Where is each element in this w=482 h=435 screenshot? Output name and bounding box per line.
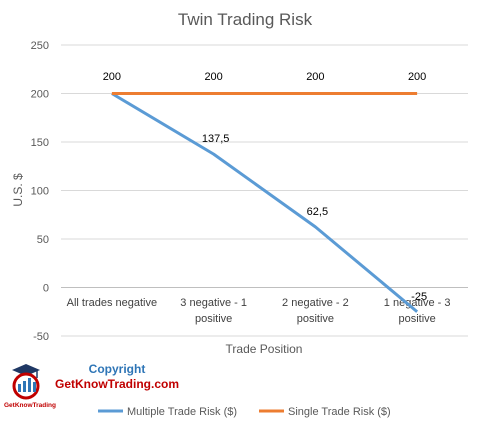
watermark-copyright: Copyright (89, 362, 146, 376)
x-tick-label-line: 2 negative - 2 (282, 297, 349, 309)
y-tick-label: 200 (31, 89, 49, 101)
data-label: 62,5 (307, 206, 328, 218)
x-tick-label: 1 negative - 3 positive (384, 297, 451, 325)
watermark-site: GetKnowTrading.com (55, 377, 179, 391)
series-line (111, 92, 419, 313)
x-tick-label: 2 negative - 2 positive (282, 297, 349, 325)
data-label: 200 (408, 71, 426, 83)
x-tick-label-line: positive (398, 313, 435, 325)
x-tick-label: 3 negative - 1 positive (180, 297, 247, 325)
y-tick-label: 250 (31, 40, 49, 52)
chart-title: Twin Trading Risk (178, 10, 313, 29)
data-label: 200 (103, 71, 121, 83)
data-label: -25 (411, 291, 427, 303)
x-tick-label-line: positive (297, 313, 334, 325)
x-tick-label: All trades negative (67, 297, 158, 309)
x-axis-label: Trade Position (226, 342, 303, 356)
y-tick-label: -50 (33, 331, 49, 343)
data-label: 200 (306, 71, 324, 83)
y-tick-label: 50 (37, 234, 49, 246)
y-axis-ticks: 250 200 150 100 50 0 -50 (31, 40, 49, 343)
x-tick-label-line: positive (195, 313, 232, 325)
x-tick-label-line: 1 negative - 3 (384, 297, 451, 309)
data-labels: 200 200 200 200 137,5 62,5 -25 (103, 71, 427, 303)
data-label: 200 (204, 71, 222, 83)
y-tick-label: 100 (31, 186, 49, 198)
getknowtrading-logo: GetKnowTrading (4, 364, 56, 409)
legend-label: Single Trade Risk ($) (288, 406, 391, 418)
legend: Multiple Trade Risk ($) Single Trade Risk… (98, 406, 391, 418)
x-tick-label-line: 3 negative - 1 (180, 297, 247, 309)
y-tick-label: 150 (31, 137, 49, 149)
y-axis-label: U.S. $ (11, 173, 25, 207)
logo-text: GetKnowTrading (4, 402, 56, 409)
data-label: 137,5 (202, 133, 230, 145)
y-tick-label: 0 (43, 283, 49, 295)
series-lines (111, 92, 419, 313)
x-tick-label-line: All trades negative (67, 297, 158, 309)
x-axis-ticks: All trades negative 3 negative - 1 positiv… (67, 297, 451, 325)
legend-label: Multiple Trade Risk ($) (127, 406, 237, 418)
